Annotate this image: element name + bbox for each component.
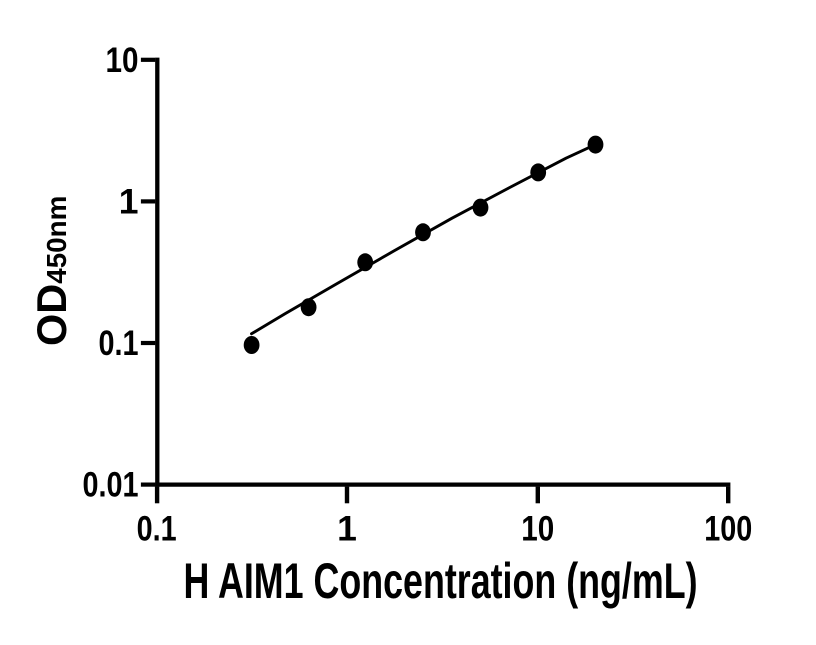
svg-text:0.01: 0.01 [83, 465, 139, 505]
svg-text:10: 10 [521, 509, 554, 549]
svg-text:1: 1 [337, 509, 357, 549]
svg-text:H AIM1 Concentration (ng/mL): H AIM1 Concentration (ng/mL) [184, 553, 698, 609]
svg-text:100: 100 [704, 509, 752, 549]
svg-text:0.1: 0.1 [137, 509, 177, 549]
svg-text:10: 10 [106, 40, 139, 80]
svg-text:OD450nm: OD450nm [28, 196, 75, 346]
svg-text:1: 1 [119, 182, 139, 222]
svg-text:0.1: 0.1 [99, 323, 139, 363]
